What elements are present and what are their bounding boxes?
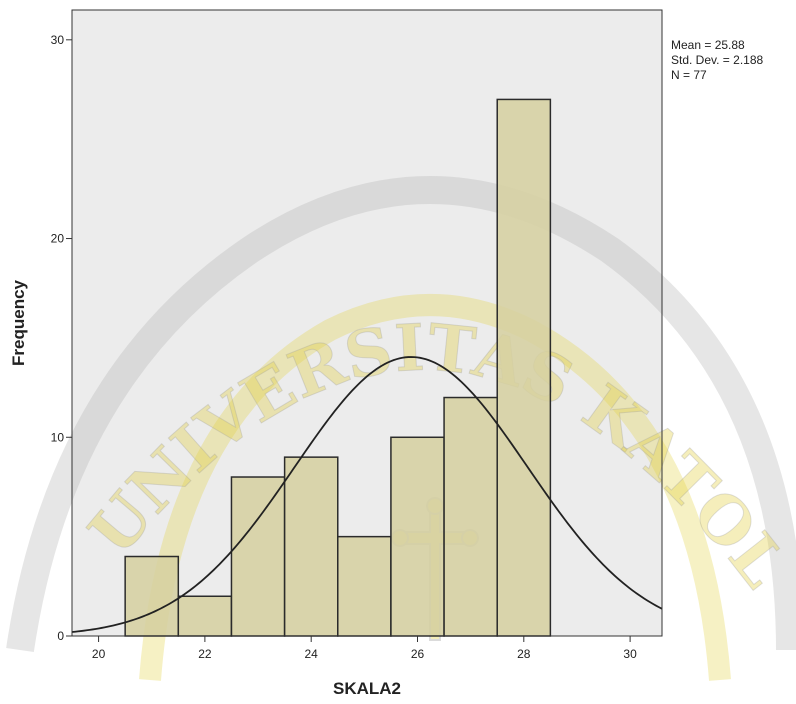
y-axis: 0 10 20 30 (51, 33, 72, 643)
y-tick-label: 20 (51, 232, 65, 246)
watermark-inner-ring (139, 294, 731, 681)
x-axis: 20 22 24 26 28 30 (92, 636, 637, 661)
stats-box: Mean = 25.88 Std. Dev. = 2.188 N = 77 (671, 38, 763, 82)
watermark-outer-ring (6, 176, 796, 653)
histogram-bar (337, 535, 392, 637)
plot-background (72, 10, 662, 636)
plot-frame (71, 9, 663, 637)
y-tick-label: 30 (51, 33, 65, 47)
histogram-bar (124, 555, 180, 637)
normal-curve (71, 356, 663, 633)
histogram-bar (283, 456, 339, 637)
stats-mean: Mean = 25.88 (671, 38, 745, 52)
x-axis-title: SKALA2 (333, 679, 401, 698)
x-tick-label: 22 (198, 647, 212, 661)
x-tick-label: 26 (411, 647, 425, 661)
y-axis-title: Frequency (9, 279, 28, 366)
x-tick-label: 28 (517, 647, 531, 661)
histogram-bars (124, 98, 552, 637)
histogram-bar (230, 476, 286, 637)
x-tick-label: 24 (305, 647, 319, 661)
x-tick-label: 30 (623, 647, 637, 661)
histogram-bar (443, 396, 498, 637)
stats-std-dev: Std. Dev. = 2.188 (671, 53, 763, 67)
histogram-bar (390, 436, 445, 637)
histogram-bar (496, 98, 552, 637)
histogram-bar (177, 595, 233, 637)
y-tick-label: 0 (57, 629, 64, 643)
x-tick-label: 20 (92, 647, 106, 661)
y-tick-label: 10 (51, 430, 65, 444)
stats-n: N = 77 (671, 68, 707, 82)
